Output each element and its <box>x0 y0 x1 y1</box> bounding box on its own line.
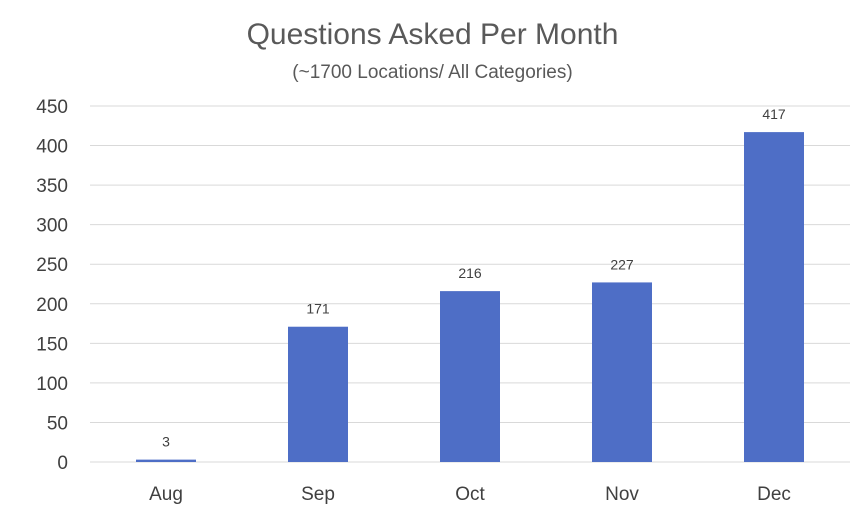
y-tick-label: 150 <box>36 334 68 355</box>
x-tick-label: Sep <box>301 484 335 505</box>
bar-oct <box>440 291 500 462</box>
y-tick-label: 350 <box>36 176 68 197</box>
bar-aug <box>136 459 196 462</box>
x-tick-label: Nov <box>605 484 639 505</box>
y-tick-label: 300 <box>36 216 68 237</box>
y-tick-label: 50 <box>47 413 68 434</box>
bar-sep <box>288 326 348 462</box>
bar-dec <box>744 132 804 462</box>
bar-nov <box>592 282 652 462</box>
data-label: 171 <box>306 301 330 317</box>
y-tick-label: 400 <box>36 137 68 158</box>
data-label: 3 <box>162 434 170 450</box>
data-label: 227 <box>610 256 634 272</box>
y-tick-label: 200 <box>36 295 68 316</box>
chart-title: Questions Asked Per Month <box>246 18 619 51</box>
x-tick-label: Aug <box>149 484 183 505</box>
x-tick-label: Dec <box>757 484 791 505</box>
chart-subtitle: (~1700 Locations/ All Categories) <box>292 62 573 83</box>
y-tick-label: 100 <box>36 374 68 395</box>
data-label: 216 <box>458 265 482 281</box>
y-tick-label: 450 <box>36 97 68 118</box>
y-tick-label: 250 <box>36 255 68 276</box>
x-tick-label: Oct <box>455 484 485 505</box>
data-label: 417 <box>762 106 786 122</box>
y-tick-label: 0 <box>57 453 68 474</box>
